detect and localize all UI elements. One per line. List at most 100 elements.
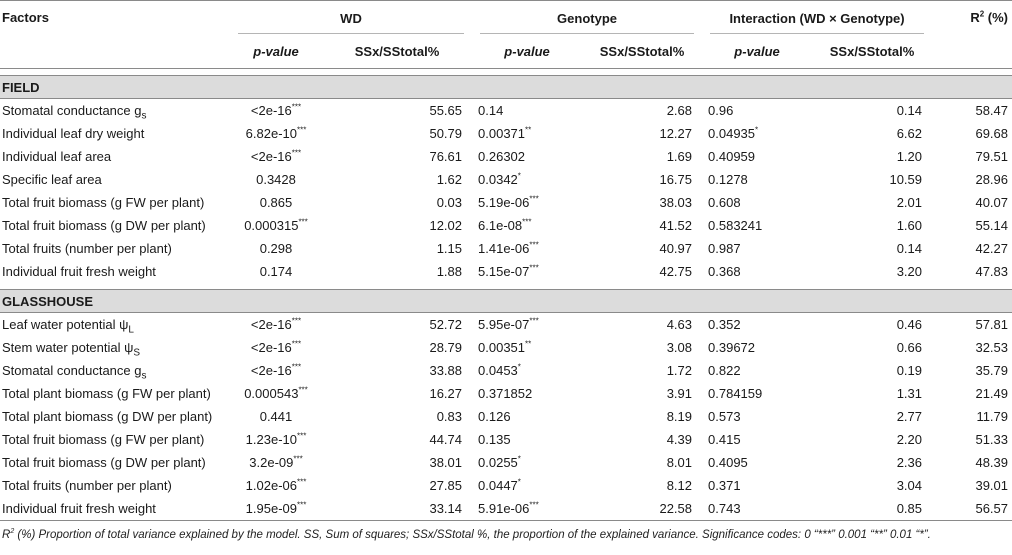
wd-pvalue-header: p-value — [230, 34, 322, 69]
interaction-pvalue-cell: 0.573 — [708, 409, 741, 424]
wd-ss-cell: 33.14 — [322, 497, 473, 521]
wd-ss-cell: 1.15 — [436, 241, 463, 256]
genotype-ss-cell: 3.08 — [666, 340, 693, 355]
genotype-ss-cell: 4.63 — [666, 317, 693, 332]
genotype-pvalue-cell: 5.91e-06*** — [472, 497, 583, 521]
interaction-pvalue-cell: 0.415 — [708, 432, 741, 447]
wd-pvalue-cell: 0.000315*** — [244, 217, 308, 233]
interaction-group-header: Interaction (WD × Genotype) — [702, 0, 933, 34]
wd-pvalue-cell: 6.82e-10*** — [245, 125, 307, 141]
factor-cell: Total plant biomass (g FW per plant) — [2, 386, 211, 401]
table-row: Total fruit biomass (g FW per plant) 1.23… — [0, 428, 1012, 451]
interaction-ss-cell: 2.77 — [896, 409, 923, 424]
interaction-pvalue-cell: 0.987 — [708, 241, 741, 256]
r2-cell: 51.33 — [975, 432, 1009, 447]
wd-ss-cell: 28.79 — [429, 340, 463, 355]
genotype-ss-cell: 1.69 — [666, 149, 693, 164]
interaction-ss-cell: 1.60 — [896, 218, 923, 233]
genotype-pvalue-cell: 0.0447* — [478, 477, 521, 493]
genotype-pvalue-cell: 0.371852 — [478, 386, 533, 401]
table-row: Total fruits (number per plant) 0.298 1.15… — [0, 237, 1012, 260]
interaction-pvalue-cell: 0.4095 — [708, 455, 748, 470]
interaction-ss-cell: 6.62 — [896, 126, 923, 141]
factor-cell: Stomatal conductance gs — [2, 103, 147, 122]
header-row-groups: Factors WD Genotype Interaction (WD × Ge… — [0, 0, 1012, 34]
wd-ss-cell: 76.61 — [429, 149, 463, 164]
r2-cell: 69.68 — [975, 126, 1009, 141]
interaction-pvalue-cell: 0.784159 — [708, 386, 763, 401]
genotype-ss-cell: 42.75 — [659, 264, 693, 279]
interaction-ss-cell: 0.19 — [896, 363, 923, 378]
r2-cell: 40.07 — [975, 195, 1009, 210]
wd-pvalue-cell: <2e-16*** — [250, 102, 302, 118]
interaction-pvalue-cell: 0.608 — [708, 195, 741, 210]
section-title: FIELD — [0, 75, 1012, 99]
table-row: Total fruit biomass (g DW per plant) 3.2e… — [0, 451, 1012, 474]
interaction-ss-cell: 1.31 — [896, 386, 923, 401]
genotype-pvalue-cell: 0.126 — [478, 409, 511, 424]
wd-ss-cell: 44.74 — [429, 432, 463, 447]
wd-ss-cell: 52.72 — [429, 317, 463, 332]
r2-cell: 42.27 — [975, 241, 1009, 256]
section-header-field: FIELD — [0, 75, 1012, 99]
wd-ss-cell: 16.27 — [429, 386, 463, 401]
wd-ss-header: SSx/SStotal% — [322, 34, 473, 69]
section-header-glasshouse: GLASSHOUSE — [0, 289, 1012, 313]
r2-cell: 79.51 — [975, 149, 1009, 164]
table-row: Leaf water potential ψL <2e-16*** 52.72 5.9… — [0, 313, 1012, 337]
genotype-ss-cell: 12.27 — [659, 126, 693, 141]
table-row: Individual fruit fresh weight 1.95e-09***… — [0, 497, 1012, 521]
interaction-ss-cell: 2.20 — [896, 432, 923, 447]
interaction-ss-cell: 2.01 — [896, 195, 923, 210]
wd-pvalue-cell: <2e-16*** — [250, 339, 302, 355]
factor-cell: Specific leaf area — [2, 172, 102, 187]
factor-cell: Individual fruit fresh weight — [2, 264, 156, 279]
r2-cell: 58.47 — [975, 103, 1009, 118]
table-body: FIELD Stomatal conductance gs <2e-16*** 55.… — [0, 69, 1012, 521]
genotype-ss-cell: 38.03 — [659, 195, 693, 210]
interaction-ss-cell: 1.20 — [896, 149, 923, 164]
r2-cell: 47.83 — [975, 264, 1009, 279]
wd-group-header: WD — [230, 0, 473, 34]
factor-cell: Individual leaf dry weight — [2, 126, 145, 141]
r2-cell: 55.14 — [975, 218, 1009, 233]
genotype-pvalue-cell: 6.1e-08*** — [478, 217, 532, 233]
wd-pvalue-cell: 0.865 — [259, 195, 293, 210]
interaction-pvalue-header: p-value — [702, 34, 813, 69]
table-row: Individual leaf dry weight 6.82e-10*** 50.… — [0, 122, 1012, 145]
table-footnote: R2 (%) Proportion of total variance expl… — [0, 521, 1012, 541]
wd-pvalue-cell: <2e-16*** — [250, 316, 302, 332]
interaction-ss-cell: 3.20 — [896, 264, 923, 279]
factor-cell: Total fruit biomass (g FW per plant) — [2, 432, 205, 447]
genotype-ss-cell: 8.12 — [666, 478, 693, 493]
genotype-ss-cell: 41.52 — [659, 218, 693, 233]
interaction-ss-cell: 3.04 — [896, 478, 923, 493]
factor-cell: Stem water potential ψS — [2, 340, 141, 359]
wd-pvalue-cell: 3.2e-09*** — [249, 454, 303, 470]
r2-cell: 28.96 — [975, 172, 1009, 187]
table-row: Total plant biomass (g FW per plant) 0.00… — [0, 382, 1012, 405]
factor-cell: Total plant biomass (g DW per plant) — [2, 409, 213, 424]
genotype-group-header: Genotype — [472, 0, 703, 34]
factor-cell: Stomatal conductance gs — [2, 363, 147, 382]
wd-ss-cell: 1.62 — [436, 172, 463, 187]
interaction-ss-cell: 2.36 — [896, 455, 923, 470]
r2-cell: 39.01 — [975, 478, 1009, 493]
genotype-ss-cell: 2.68 — [666, 103, 693, 118]
interaction-ss-cell: 0.66 — [896, 340, 923, 355]
table-row: Individual fruit fresh weight 0.174 1.88 5.… — [0, 260, 1012, 283]
footnote-sup: 2 — [10, 528, 15, 536]
genotype-pvalue-cell: 0.0342* — [478, 171, 521, 187]
genotype-pvalue-cell: 0.0255* — [478, 454, 521, 470]
wd-pvalue-cell: 1.95e-09*** — [230, 497, 322, 521]
interaction-pvalue-cell: 0.743 — [702, 497, 813, 521]
anova-results-table: Factors WD Genotype Interaction (WD × Ge… — [0, 0, 1012, 541]
interaction-pvalue-cell: 0.40959 — [708, 149, 756, 164]
genotype-pvalue-cell: 5.15e-07*** — [478, 263, 539, 279]
table-row: Specific leaf area 0.3428 1.62 0.0342* 16.75… — [0, 168, 1012, 191]
interaction-ss-cell: 0.14 — [896, 103, 923, 118]
wd-ss-cell: 0.03 — [436, 195, 463, 210]
wd-ss-cell: 50.79 — [429, 126, 463, 141]
interaction-pvalue-cell: 0.96 — [708, 103, 734, 118]
genotype-ss-cell: 4.39 — [666, 432, 693, 447]
